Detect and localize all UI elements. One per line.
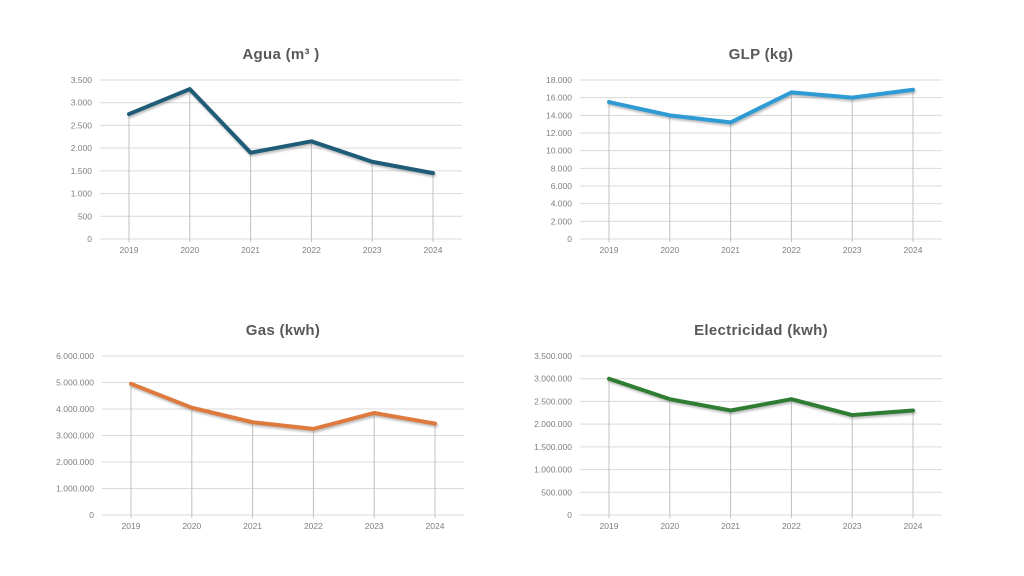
y-axis-tick-label: 4.000: [551, 199, 573, 209]
x-axis-tick-label: 2020: [660, 245, 679, 255]
x-axis-tick-label: 2022: [782, 521, 801, 531]
y-axis-tick-label: 6.000: [551, 181, 573, 191]
chart-glp: GLP (kg) 0 2.000 4.000 6.000 8.000 10.000 12.0…: [520, 40, 960, 280]
y-axis-tick-label: 500: [78, 211, 92, 221]
x-axis-tick-label: 2022: [302, 245, 321, 255]
x-axis-tick-label: 2024: [424, 245, 443, 255]
y-axis-tick-label: 16.000: [546, 93, 572, 103]
x-axis-tick-label: 2019: [600, 521, 619, 531]
x-axis-tick-label: 2020: [660, 521, 679, 531]
chart-title-agua: Agua (m³ ): [242, 46, 320, 63]
y-axis-tick-label: 2.000: [71, 143, 93, 153]
x-axis-tick-label: 2022: [304, 521, 323, 531]
y-axis-tick-label: 4.000.000: [56, 404, 94, 414]
y-axis-tick-label: 3.500.000: [534, 351, 572, 361]
x-axis-tick-label: 2019: [600, 245, 619, 255]
y-axis-tick-label: 14.000: [546, 110, 572, 120]
y-axis-tick-label: 3.000.000: [534, 374, 572, 384]
y-axis-tick-label: 3.000: [71, 98, 93, 108]
agua-series-line: [127, 87, 435, 176]
y-axis-tick-label: 12.000: [546, 128, 572, 138]
agua-chart-canvas: 0 500 1.000 1.500 2.000 2.500 3.000 3.500 2019 20…: [71, 75, 462, 255]
x-axis-tick-label: 2024: [904, 245, 923, 255]
y-axis-tick-label: 18.000: [546, 75, 572, 85]
x-axis-tick-label: 2020: [180, 245, 199, 255]
x-axis-tick-label: 2020: [182, 521, 201, 531]
x-axis-tick-label: 2024: [904, 521, 923, 531]
x-axis-tick-label: 2023: [843, 245, 862, 255]
x-axis-tick-label: 2019: [122, 521, 141, 531]
y-axis-tick-label: 1.000.000: [534, 465, 572, 475]
y-axis-tick-label: 1.500: [71, 166, 93, 176]
y-axis-tick-label: 10.000: [546, 146, 572, 156]
y-axis-tick-label: 2.000: [551, 216, 573, 226]
x-axis-tick-label: 2023: [843, 521, 862, 531]
x-axis-tick-label: 2021: [721, 521, 740, 531]
x-axis-tick-label: 2023: [363, 245, 382, 255]
x-axis-tick-label: 2021: [243, 521, 262, 531]
glp-series-line: [607, 87, 915, 125]
x-axis-tick-label: 2023: [365, 521, 384, 531]
chart-elec: Electricidad (kwh) 0 500.000 1.000.000 1.50…: [520, 316, 960, 556]
gas-chart-canvas: 0 1.000.000 2.000.000 3.000.000 4.000.000 5.0…: [56, 351, 464, 531]
y-axis-tick-label: 2.500.000: [534, 396, 572, 406]
y-axis-tick-label: 3.000.000: [56, 431, 94, 441]
y-axis-tick-label: 6.000.000: [56, 351, 94, 361]
y-axis-tick-label: 2.000.000: [534, 419, 572, 429]
y-axis-tick-label: 0: [567, 510, 572, 520]
y-axis-tick-label: 3.500: [71, 75, 93, 85]
chart-agua: Agua (m³ ) 0 500 1.000 1.500 2.000 2.500 3.000…: [40, 40, 480, 280]
y-axis-tick-label: 0: [567, 234, 572, 244]
chart-title-elec: Electricidad (kwh): [694, 322, 828, 339]
y-axis-tick-label: 500.000: [541, 487, 572, 497]
y-axis-tick-label: 0: [87, 234, 92, 244]
x-axis-tick-label: 2024: [426, 521, 445, 531]
y-axis-tick-label: 1.000.000: [56, 484, 94, 494]
y-axis-tick-label: 1.500.000: [534, 442, 572, 452]
chart-title-gas: Gas (kwh): [245, 322, 321, 339]
x-axis-tick-label: 2021: [241, 245, 260, 255]
elec-chart-canvas: 0 500.000 1.000.000 1.500.000 2.000.000 2.500…: [534, 351, 942, 531]
y-axis-tick-label: 2.500: [71, 120, 93, 130]
x-axis-tick-label: 2021: [721, 245, 740, 255]
glp-chart-canvas: 0 2.000 4.000 6.000 8.000 10.000 12.000 14.000 1…: [546, 75, 942, 255]
chart-gas: Gas (kwh) 0 1.000.000 2.000.000 3.000.000 4.…: [42, 316, 482, 556]
elec-series-line: [607, 376, 915, 418]
gas-series-line: [129, 381, 437, 431]
x-axis-tick-label: 2019: [120, 245, 139, 255]
x-axis-tick-label: 2022: [782, 245, 801, 255]
y-axis-tick-label: 0: [89, 510, 94, 520]
y-axis-tick-label: 5.000.000: [56, 378, 94, 388]
y-axis-tick-label: 2.000.000: [56, 457, 94, 467]
y-axis-tick-label: 8.000: [551, 163, 573, 173]
y-axis-tick-label: 1.000: [71, 189, 93, 199]
chart-title-glp: GLP (kg): [728, 46, 794, 63]
